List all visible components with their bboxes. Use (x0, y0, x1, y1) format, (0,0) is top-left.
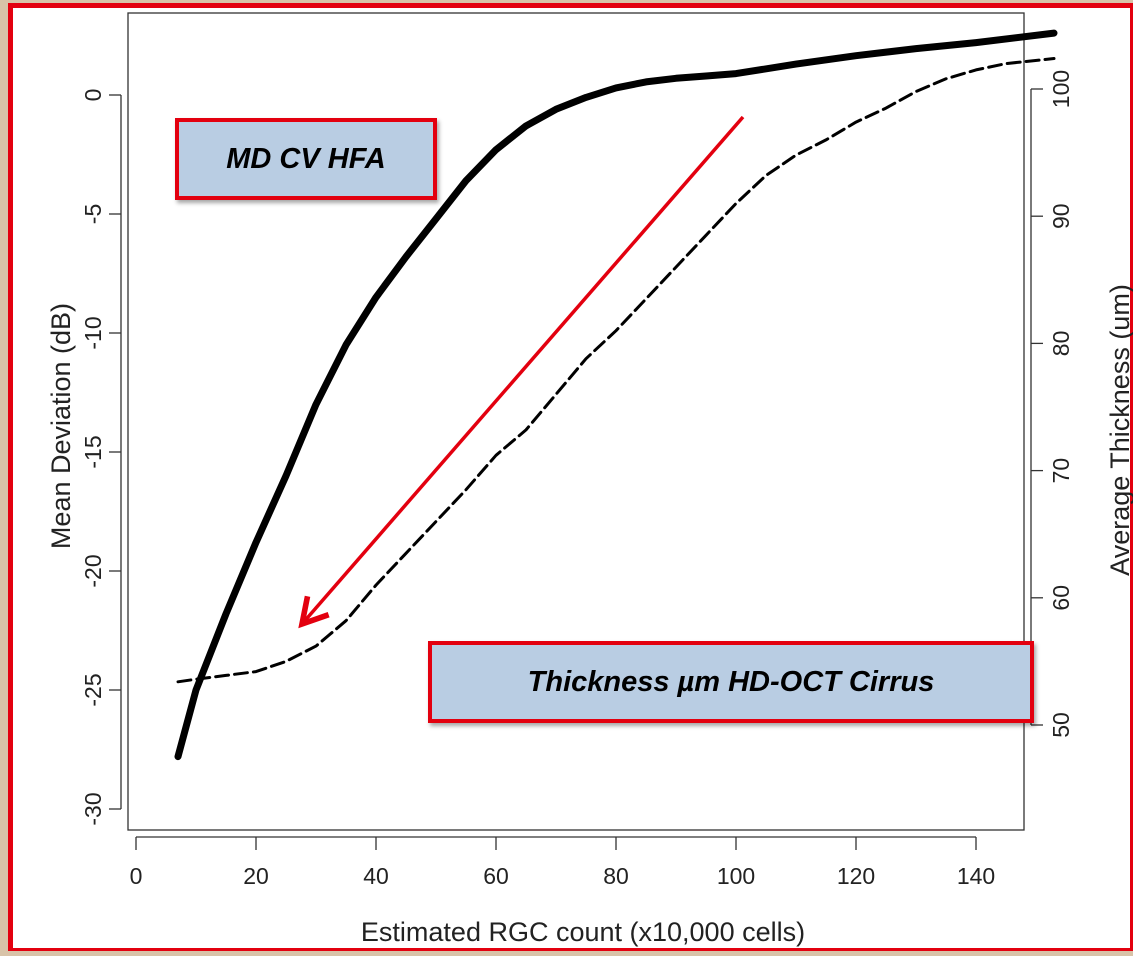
y-tick-label: -20 (80, 554, 106, 587)
series-group (174, 29, 1058, 761)
md-series-line (174, 29, 1058, 761)
axes-group: 0 20 40 60 80 100 120 140 0 -5 -10 -15 -20 -25 -30 100 9… (80, 12, 1074, 889)
y-tick-label: -5 (80, 204, 106, 224)
x-tick-label: 20 (243, 863, 269, 889)
y2-tick-label: 80 (1048, 331, 1074, 357)
y2-tick-label: 50 (1048, 712, 1074, 738)
x-tick-label: 140 (957, 863, 995, 889)
y2-axis-title: Average Thickness (um) (1105, 284, 1133, 576)
md-annotation: MD CV HFA (175, 118, 437, 200)
thickness-series-line (176, 57, 1056, 684)
thickness-annotation: Thickness µm HD-OCT Cirrus (428, 641, 1034, 723)
y-axis-title: Mean Deviation (dB) (46, 303, 76, 549)
x-tick-label: 40 (363, 863, 389, 889)
x-tick-label: 120 (837, 863, 875, 889)
y-tick-label: -30 (80, 792, 106, 825)
x-tick-label: 100 (717, 863, 755, 889)
y-tick-label: -10 (80, 316, 106, 349)
y2-tick-label: 90 (1048, 203, 1074, 229)
y2-tick-label: 60 (1048, 585, 1074, 611)
y-tick-label: 0 (80, 89, 106, 102)
y-tick-label: -15 (80, 435, 106, 468)
trend-arrow (298, 115, 745, 629)
plot-border (127, 12, 1025, 831)
y2-tick-label: 100 (1048, 70, 1074, 108)
y-tick-label: -25 (80, 673, 106, 706)
x-tick-label: 60 (483, 863, 509, 889)
y2-tick-label: 70 (1048, 458, 1074, 484)
x-axis-title: Estimated RGC count (x10,000 cells) (361, 917, 805, 947)
figure-frame: 0 20 40 60 80 100 120 140 0 -5 -10 -15 -20 -25 -30 100 9… (8, 3, 1133, 951)
x-tick-label: 80 (603, 863, 629, 889)
chart: 0 20 40 60 80 100 120 140 0 -5 -10 -15 -20 -25 -30 100 9… (46, 12, 1133, 947)
x-tick-label: 0 (130, 863, 143, 889)
